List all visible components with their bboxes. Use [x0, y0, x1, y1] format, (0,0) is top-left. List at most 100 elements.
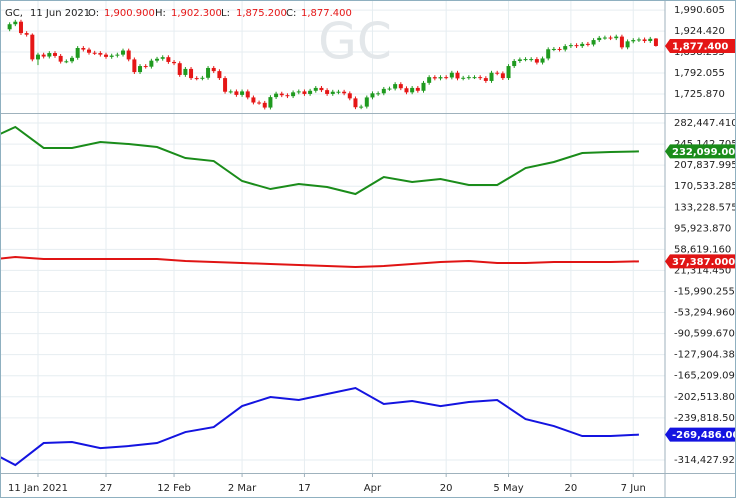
candle-body [115, 54, 120, 56]
x-tick-label: 17 [298, 483, 311, 494]
candle-body [444, 77, 449, 79]
price-tag [665, 254, 735, 269]
legend-label: C: [286, 8, 296, 19]
candle-body [7, 24, 12, 30]
candle-body [296, 91, 301, 93]
grid-bottom [1, 114, 665, 473]
candle-body [636, 39, 641, 41]
watermark: GC [318, 13, 392, 71]
price-tag-label: -269,486.000 [672, 430, 736, 441]
y-tick-label: 58,619.160 [674, 244, 731, 255]
candle-body [472, 77, 477, 79]
candle-body [438, 77, 443, 79]
legend-label: O: [88, 8, 99, 19]
candle-body [512, 60, 517, 67]
series-line [1, 256, 639, 269]
candle-body [404, 88, 409, 93]
candle-body [466, 77, 471, 79]
candle-body [625, 41, 630, 48]
legend-date: 11 Jun 2021 [30, 8, 90, 19]
series-line [1, 386, 639, 467]
y-tick-label: -239,818.505 [674, 413, 736, 424]
candle-body [370, 93, 375, 98]
candle-body [143, 66, 148, 68]
candle-body [495, 72, 500, 74]
candle-body [160, 57, 165, 59]
legend-label: L: [221, 8, 230, 19]
candle-body [410, 87, 415, 93]
candle-body [432, 77, 437, 79]
candle-body [574, 45, 579, 47]
candle-body [523, 59, 528, 61]
candle-body [393, 84, 398, 89]
candle-body [546, 49, 551, 59]
candle-body [262, 102, 267, 108]
candle-body [194, 78, 199, 80]
x-tick-label: 20 [565, 483, 578, 494]
candle-body [449, 72, 454, 78]
y-tick-label: -90,599.670 [674, 329, 735, 340]
y-tick-label: 170,533.285 [674, 181, 736, 192]
candle-body [534, 59, 539, 63]
candle-body [41, 54, 46, 57]
candle-body [138, 66, 143, 73]
candle-body [189, 68, 194, 79]
legend-value: 1,900.900 [104, 8, 155, 19]
price-tag [665, 38, 735, 53]
candle-body [308, 90, 313, 94]
price-tag [665, 144, 735, 159]
candle-body [427, 77, 432, 83]
y-tick-label: 1,990.605 [674, 5, 725, 16]
candle-body [98, 53, 103, 55]
candle-body [245, 91, 250, 98]
candle-body [251, 97, 256, 103]
legend-value: 1,877.400 [301, 8, 352, 19]
y-tick-label: 1,792.055 [674, 68, 725, 79]
candle-body [132, 59, 137, 73]
candle-body [313, 87, 318, 91]
candle-body [166, 57, 171, 62]
candle-body [291, 92, 296, 97]
candle-body [551, 48, 556, 50]
candle-body [557, 48, 562, 50]
candle-body [376, 93, 381, 95]
candle-body [330, 91, 335, 94]
candle-body [223, 78, 228, 92]
candle-body [631, 40, 636, 42]
candle-body [302, 91, 307, 94]
legend-value: 1,875.200 [236, 8, 287, 19]
candle-body [619, 36, 624, 48]
candle-body [568, 45, 573, 47]
candle-body [104, 54, 109, 57]
candle-body [506, 66, 511, 79]
candle-body [597, 37, 602, 41]
candle-body [540, 58, 545, 63]
candle-body [268, 97, 273, 108]
x-tick-label: 11 Jan 2021 [8, 483, 68, 494]
price-tag [665, 427, 735, 442]
x-tick-label: 5 May [493, 483, 523, 494]
candle-body [653, 38, 658, 46]
candle-body [24, 33, 29, 35]
candle-body [200, 77, 205, 79]
series-line [1, 125, 639, 196]
legend-value: 1,902.300 [171, 8, 222, 19]
candle-body [455, 72, 460, 79]
y-tick-label: 1,725.870 [674, 89, 725, 100]
candle-body [172, 61, 177, 64]
candle-body [529, 59, 534, 61]
axes: 11 Jan 2021 27 12 Feb 2 Mar 17 Apr 20 5 May 20 7 … [8, 5, 736, 494]
price-tag-label: 232,099.000 [672, 147, 736, 158]
header: GC, 11 Jun 2021 O: 1,900.900 H: 1,902.300 L:… [5, 8, 352, 19]
x-tick-label: 20 [440, 483, 453, 494]
candle-body [35, 54, 40, 60]
candle-body [155, 58, 160, 61]
y-tick-label: 1,924.420 [674, 26, 725, 37]
candle-body [483, 78, 488, 81]
x-tick-label: 2 Mar [228, 483, 257, 494]
y-tick-label: -15,990.255 [674, 286, 735, 297]
y-tick-label: -53,294.960 [674, 308, 735, 319]
candle-body [336, 91, 341, 93]
candle-body [614, 36, 619, 39]
